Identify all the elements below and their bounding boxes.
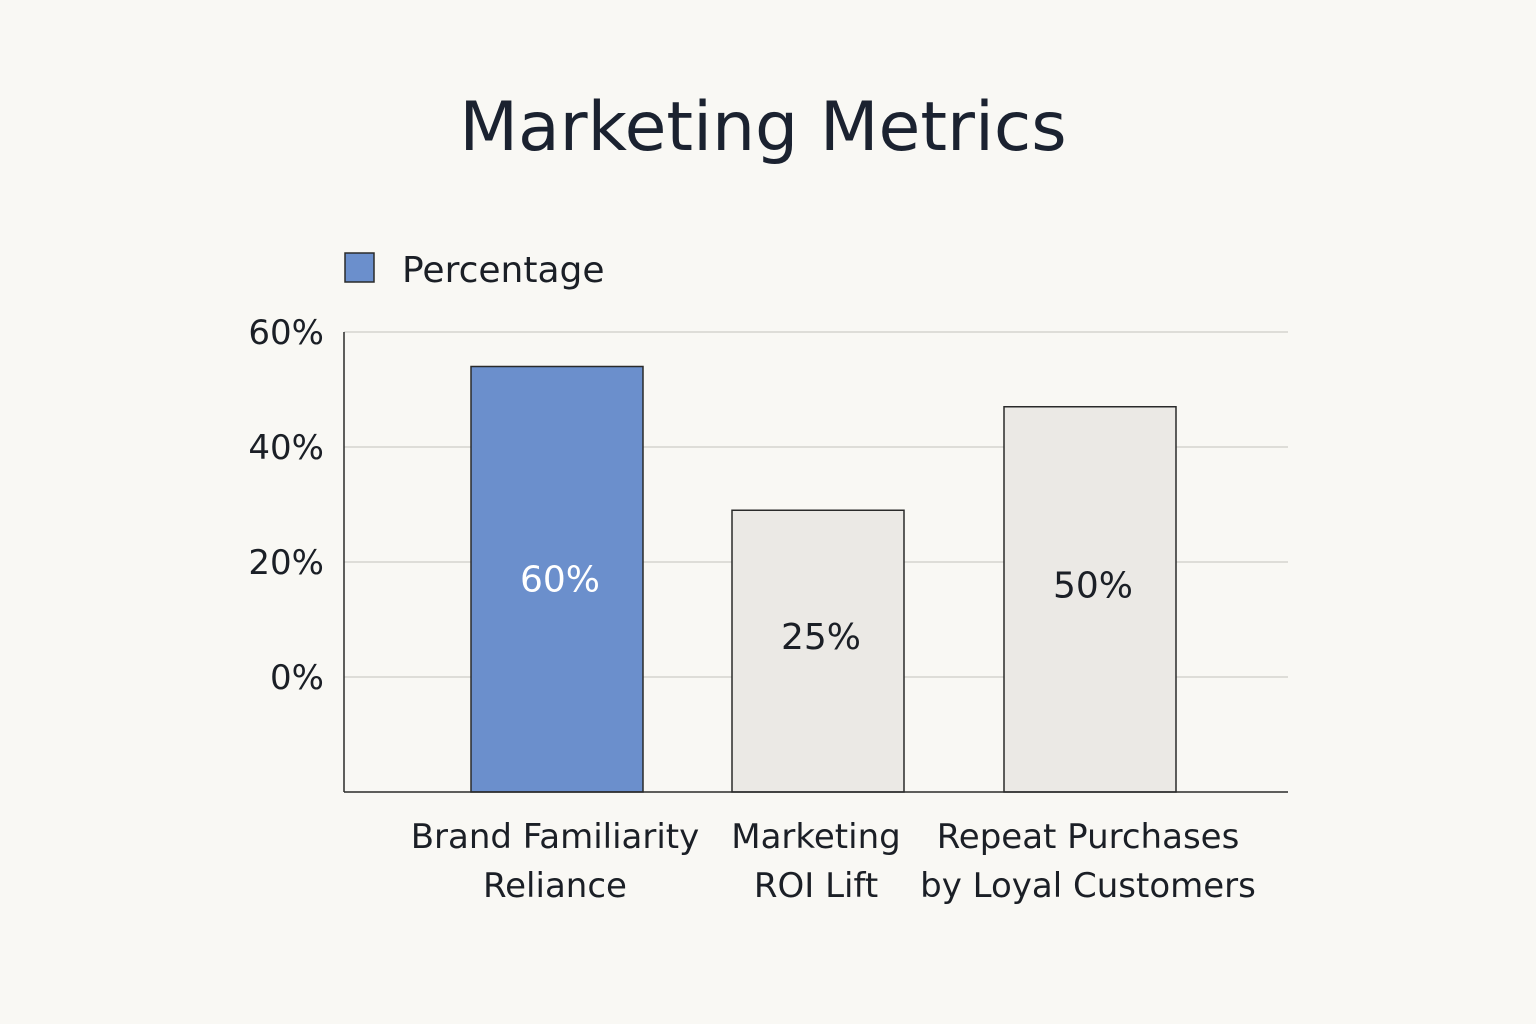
y-tick-label: 20%: [248, 543, 324, 583]
data-label: 60%: [520, 559, 600, 600]
y-tick-label: 40%: [248, 428, 324, 468]
legend-label: Percentage: [402, 250, 605, 291]
chart-title: Marketing Metrics: [459, 88, 1066, 167]
data-label: 50%: [1053, 565, 1133, 606]
x-tick-label: Marketing: [731, 817, 900, 857]
x-tick-label: by Loyal Customers: [920, 866, 1256, 906]
legend: Percentage: [344, 250, 605, 291]
y-tick-label: 0%: [270, 658, 324, 698]
x-tick-label: ROI Lift: [754, 866, 878, 906]
x-tick-label: Reliance: [483, 866, 627, 906]
bar: [1003, 406, 1177, 793]
x-tick-label: Brand Familiarity: [411, 817, 700, 857]
x-tick-label: Repeat Purchases: [937, 817, 1240, 857]
data-label: 25%: [781, 617, 861, 658]
legend-swatch: [344, 252, 375, 283]
y-tick-label: 60%: [248, 313, 324, 353]
bar: [470, 365, 644, 793]
